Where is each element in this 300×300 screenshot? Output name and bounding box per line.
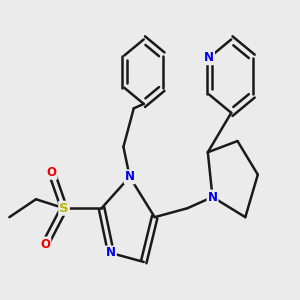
Text: N: N xyxy=(208,190,218,203)
Text: O: O xyxy=(40,238,50,250)
Text: O: O xyxy=(46,166,57,179)
Text: N: N xyxy=(204,51,214,64)
Text: N: N xyxy=(106,247,116,260)
Text: N: N xyxy=(125,170,135,183)
Text: S: S xyxy=(59,202,69,215)
